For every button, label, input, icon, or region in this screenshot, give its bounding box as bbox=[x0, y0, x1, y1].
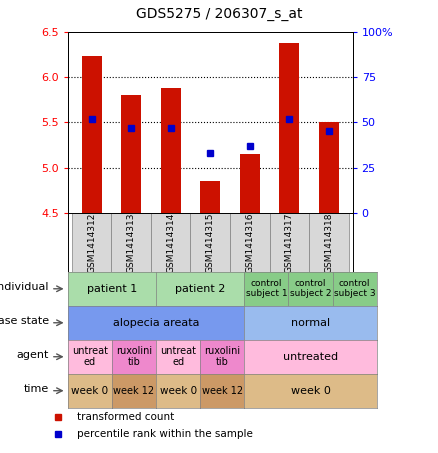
Bar bbox=[200, 181, 220, 213]
Text: agent: agent bbox=[17, 350, 49, 360]
Text: patient 2: patient 2 bbox=[175, 284, 226, 294]
Bar bbox=[269, 213, 309, 272]
Text: week 0: week 0 bbox=[159, 386, 197, 396]
Bar bbox=[240, 154, 260, 213]
Text: control
subject 3: control subject 3 bbox=[334, 280, 375, 298]
Text: percentile rank within the sample: percentile rank within the sample bbox=[78, 429, 253, 439]
Text: GDS5275 / 206307_s_at: GDS5275 / 206307_s_at bbox=[136, 7, 302, 21]
Text: normal: normal bbox=[291, 318, 330, 328]
Text: week 12: week 12 bbox=[113, 386, 155, 396]
Text: GSM1414318: GSM1414318 bbox=[325, 212, 333, 273]
Bar bbox=[279, 43, 299, 213]
Text: GSM1414312: GSM1414312 bbox=[87, 212, 96, 273]
Bar bbox=[319, 122, 339, 213]
Bar bbox=[161, 88, 180, 213]
Text: GSM1414315: GSM1414315 bbox=[206, 212, 215, 273]
Bar bbox=[72, 213, 111, 272]
Text: week 0: week 0 bbox=[71, 386, 109, 396]
Bar bbox=[111, 213, 151, 272]
Bar bbox=[151, 213, 191, 272]
Text: GSM1414314: GSM1414314 bbox=[166, 212, 175, 273]
Text: transformed count: transformed count bbox=[78, 412, 175, 422]
Bar bbox=[309, 213, 349, 272]
Text: untreat
ed: untreat ed bbox=[72, 347, 108, 367]
Text: individual: individual bbox=[0, 282, 49, 292]
Bar bbox=[82, 56, 102, 213]
Text: GSM1414316: GSM1414316 bbox=[245, 212, 254, 273]
Text: time: time bbox=[24, 384, 49, 394]
Text: alopecia areata: alopecia areata bbox=[113, 318, 199, 328]
Text: GSM1414317: GSM1414317 bbox=[285, 212, 294, 273]
Text: untreated: untreated bbox=[283, 352, 338, 362]
Text: week 0: week 0 bbox=[290, 386, 330, 396]
Text: week 12: week 12 bbox=[202, 386, 243, 396]
Text: ruxolini
tib: ruxolini tib bbox=[116, 347, 152, 367]
Bar bbox=[230, 213, 269, 272]
Bar bbox=[191, 213, 230, 272]
Text: control
subject 1: control subject 1 bbox=[246, 280, 287, 298]
Text: control
subject 2: control subject 2 bbox=[290, 280, 331, 298]
Text: untreat
ed: untreat ed bbox=[160, 347, 196, 367]
Text: ruxolini
tib: ruxolini tib bbox=[204, 347, 240, 367]
Bar bbox=[121, 95, 141, 213]
Text: disease state: disease state bbox=[0, 316, 49, 326]
Text: patient 1: patient 1 bbox=[87, 284, 137, 294]
Text: GSM1414313: GSM1414313 bbox=[127, 212, 136, 273]
